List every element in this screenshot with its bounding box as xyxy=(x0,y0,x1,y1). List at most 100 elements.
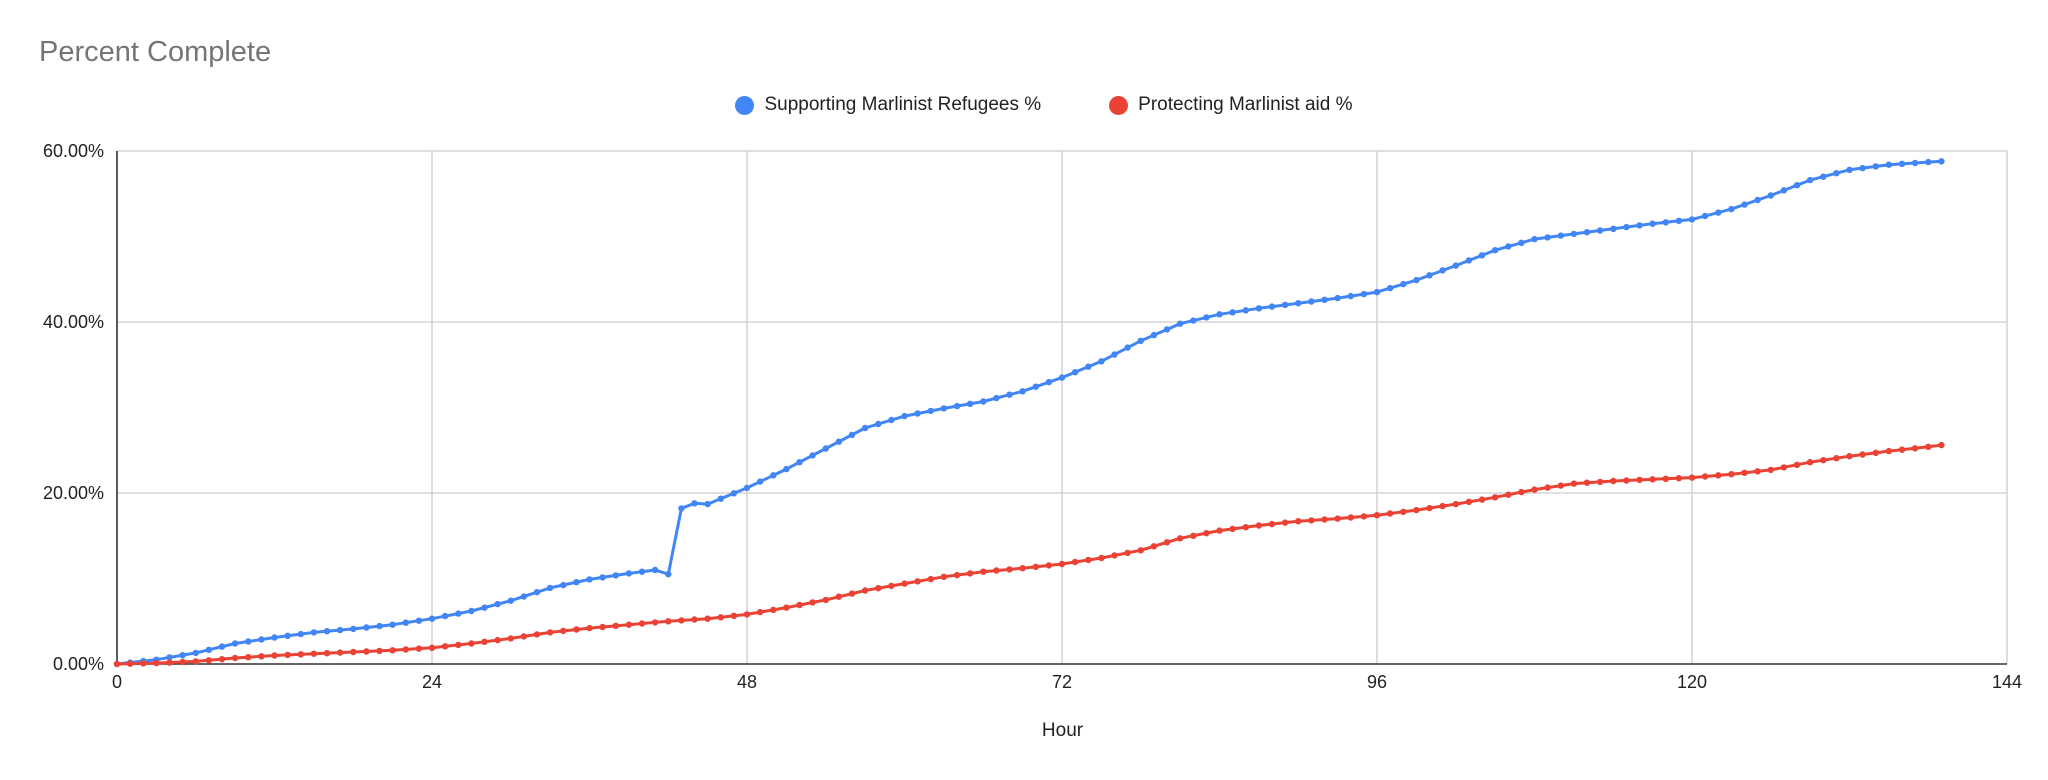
series-point-1 xyxy=(1938,441,1945,449)
series-point-0 xyxy=(1675,217,1683,224)
series-point-1 xyxy=(1662,475,1670,482)
series-point-1 xyxy=(573,626,580,633)
series-point-0 xyxy=(1741,201,1748,208)
series-point-0 xyxy=(323,628,331,635)
series-point-1 xyxy=(1505,491,1512,498)
series-point-0 xyxy=(1885,161,1893,168)
x-tick-label: 0 xyxy=(112,672,122,692)
series-point-1 xyxy=(231,654,239,662)
series-point-1 xyxy=(376,647,383,655)
series-point-0 xyxy=(1938,158,1945,165)
series-point-0 xyxy=(1688,216,1696,223)
series-point-0 xyxy=(730,490,738,497)
series-point-1 xyxy=(468,640,475,647)
series-point-0 xyxy=(638,568,646,575)
series-point-1 xyxy=(848,590,856,597)
series-point-1 xyxy=(612,622,619,629)
series-point-0 xyxy=(1728,205,1735,213)
series-point-1 xyxy=(271,652,278,659)
y-tick-label: 40.00% xyxy=(43,312,104,332)
series-point-1 xyxy=(1176,535,1184,542)
series-point-1 xyxy=(1767,466,1775,474)
series-point-0 xyxy=(1190,317,1197,324)
series-point-0 xyxy=(1045,378,1053,386)
series-point-0 xyxy=(520,593,528,600)
series-point-0 xyxy=(953,402,961,410)
series-point-0 xyxy=(770,472,777,479)
legend-item-refugees[interactable]: Supporting Marlinist Refugees % xyxy=(695,94,1041,116)
series-point-0 xyxy=(927,407,934,415)
series-point-0 xyxy=(822,445,829,452)
series-point-1 xyxy=(822,596,829,604)
series-point-1 xyxy=(363,648,370,655)
series-point-0 xyxy=(691,500,698,507)
series-point-0 xyxy=(1780,187,1788,194)
series-point-0 xyxy=(271,634,278,641)
series-point-0 xyxy=(494,600,501,608)
series-point-0 xyxy=(1531,235,1538,243)
series-point-0 xyxy=(1596,227,1604,234)
series-point-0 xyxy=(717,495,724,502)
series-point-0 xyxy=(665,571,672,578)
series-point-1 xyxy=(441,643,449,650)
series-point-0 xyxy=(284,632,291,639)
x-tick-label: 72 xyxy=(1052,672,1072,692)
series-point-0 xyxy=(901,412,908,420)
series-point-1 xyxy=(166,659,173,666)
series-point-1 xyxy=(1478,496,1486,503)
series-point-1 xyxy=(1531,486,1538,493)
series-point-0 xyxy=(1242,307,1250,314)
series-point-0 xyxy=(1478,252,1486,259)
series-point-1 xyxy=(153,659,160,667)
series-point-1 xyxy=(560,627,567,635)
series-point-1 xyxy=(1885,447,1893,455)
series-point-0 xyxy=(468,607,475,615)
x-tick-label: 24 xyxy=(422,672,442,692)
series-point-0 xyxy=(1452,262,1460,269)
series-point-1 xyxy=(638,620,646,627)
series-point-0 xyxy=(1859,164,1866,172)
series-point-1 xyxy=(297,651,304,658)
series-point-0 xyxy=(756,478,764,485)
series-point-1 xyxy=(1137,547,1145,554)
series-point-1 xyxy=(1491,494,1499,501)
series-point-1 xyxy=(350,648,357,656)
series-point-1 xyxy=(507,635,514,642)
series-point-1 xyxy=(1019,565,1026,572)
series-point-1 xyxy=(1373,512,1381,519)
series-point-0 xyxy=(966,400,974,407)
series-point-0 xyxy=(1386,284,1394,292)
series-point-0 xyxy=(940,405,948,412)
series-point-1 xyxy=(651,619,659,626)
series-point-0 xyxy=(993,394,1000,402)
series-point-0 xyxy=(1085,363,1092,370)
series-point-0 xyxy=(1715,209,1722,216)
series-point-1 xyxy=(494,636,501,644)
series-point-1 xyxy=(993,567,1000,574)
series-point-1 xyxy=(1242,524,1250,531)
series-point-0 xyxy=(1295,300,1302,307)
series-point-0 xyxy=(231,640,239,647)
series-point-0 xyxy=(1610,225,1617,232)
series-point-0 xyxy=(533,589,541,596)
series-point-0 xyxy=(1491,247,1499,254)
series-point-1 xyxy=(1216,527,1223,534)
series-point-1 xyxy=(966,570,974,577)
legend-item-aid[interactable]: Protecting Marlinist aid % xyxy=(1069,94,1353,116)
series-point-1 xyxy=(1649,476,1656,483)
series-point-0 xyxy=(1623,223,1630,231)
series-point-1 xyxy=(140,660,147,667)
legend-marker-aid xyxy=(1109,95,1129,115)
series-point-0 xyxy=(1636,222,1643,229)
series-point-0 xyxy=(1505,243,1512,250)
series-point-1 xyxy=(704,615,711,622)
series-point-0 xyxy=(1872,163,1880,170)
series-point-1 xyxy=(1780,464,1788,471)
series-point-0 xyxy=(888,416,895,424)
series-point-0 xyxy=(1846,166,1853,173)
series-point-1 xyxy=(1675,475,1683,482)
series-point-1 xyxy=(1413,506,1420,514)
series-point-1 xyxy=(1570,480,1578,487)
series-point-0 xyxy=(1793,182,1801,189)
series-point-1 xyxy=(717,614,724,621)
